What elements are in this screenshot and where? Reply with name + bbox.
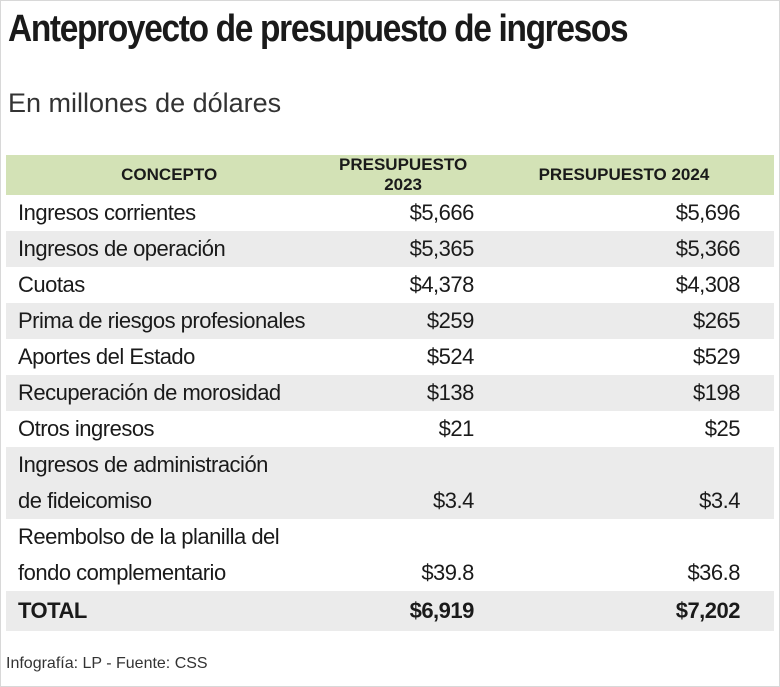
- concept-text: fondo complementario: [18, 560, 226, 585]
- concept-text: Recuperación de morosidad: [18, 380, 281, 405]
- row: Otros ingresos $21 $25: [6, 411, 774, 447]
- value-2023: $5,365: [332, 231, 474, 267]
- value-2023: $39.8: [421, 560, 474, 585]
- column-header: PRESUPUESTO 2024: [473, 155, 774, 195]
- value-2024: $3.4: [473, 447, 774, 519]
- column-header: PRESUPUESTO 2023: [332, 155, 474, 195]
- value-2024: $265: [473, 303, 774, 339]
- row: Ingresos de administración de fideicomiso…: [6, 447, 774, 519]
- concept-text: Cuotas: [18, 272, 85, 297]
- concept-cell: Otros ingresos: [6, 411, 332, 447]
- concept-text: Ingresos de operación: [18, 236, 226, 261]
- title: Anteproyecto de presupuesto de ingresos: [8, 8, 629, 50]
- value-2023: $138: [332, 375, 474, 411]
- total-row: TOTAL $6,919 $7,202: [6, 591, 774, 631]
- subtitle: En millones de dólares: [8, 88, 282, 118]
- value-2024: $198: [473, 375, 774, 411]
- concept-text: de fideicomiso: [18, 488, 152, 513]
- total-label: TOTAL: [6, 591, 333, 631]
- value-2024: $36.8: [687, 560, 740, 585]
- value-2024: $25: [704, 416, 741, 441]
- total-2023: $6,919: [332, 591, 474, 631]
- source: Infografía: LP - Fuente: CSS: [6, 655, 208, 672]
- concept-cell: Ingresos de operación: [6, 231, 333, 267]
- concept-cell: Aportes del Estado: [6, 339, 332, 375]
- concept-cell: Recuperación de morosidad: [6, 375, 333, 411]
- concept-text: Prima de riesgos profesionales: [18, 308, 306, 333]
- concept-cell: Cuotas: [6, 267, 332, 303]
- value-2024: $5,366: [473, 231, 774, 267]
- concept-text: Ingresos corrientes: [18, 200, 196, 225]
- value-2024: $4,308: [675, 272, 741, 297]
- row: Ingresos corrientes $5,666 $5,696: [6, 195, 774, 231]
- column-header: CONCEPTO: [6, 155, 333, 195]
- value-2023: $3.4: [332, 447, 474, 519]
- value-2023: $259: [332, 303, 474, 339]
- row: Prima de riesgos profesionales $259 $265: [6, 303, 774, 339]
- value-2023: $524: [426, 344, 474, 369]
- value-2024: $529: [693, 344, 740, 369]
- concept-cell: Reembolso de la planilla del fondo comple…: [6, 519, 332, 591]
- row: Aportes del Estado $524 $529: [6, 339, 774, 375]
- concept-cell: Ingresos corrientes: [6, 195, 332, 231]
- header-row: CONCEPTO PRESUPUESTO 2023 PRESUPUESTO 2024: [6, 155, 774, 195]
- concept-cell: Ingresos de administración de fideicomiso: [6, 447, 333, 519]
- concept-text: Reembolso de la planilla del: [18, 524, 280, 549]
- budget-table: CONCEPTO PRESUPUESTO 2023 PRESUPUESTO 2024…: [6, 155, 774, 631]
- total-2024: $7,202: [473, 591, 774, 631]
- row: Ingresos de operación $5,365 $5,366: [6, 231, 774, 267]
- value-2023: $21: [438, 416, 475, 441]
- concept-text: Otros ingresos: [18, 416, 155, 441]
- concept-text: Ingresos de administración: [18, 452, 268, 477]
- row: Reembolso de la planilla del fondo comple…: [6, 519, 774, 591]
- value-2023: $4,378: [409, 272, 475, 297]
- row: Cuotas $4,378 $4,308: [6, 267, 774, 303]
- row: Recuperación de morosidad $138 $198: [6, 375, 774, 411]
- value-2023: $5,666: [409, 200, 475, 225]
- concept-cell: Prima de riesgos profesionales: [6, 303, 333, 339]
- value-2024: $5,696: [675, 200, 741, 225]
- concept-text: Aportes del Estado: [18, 344, 195, 369]
